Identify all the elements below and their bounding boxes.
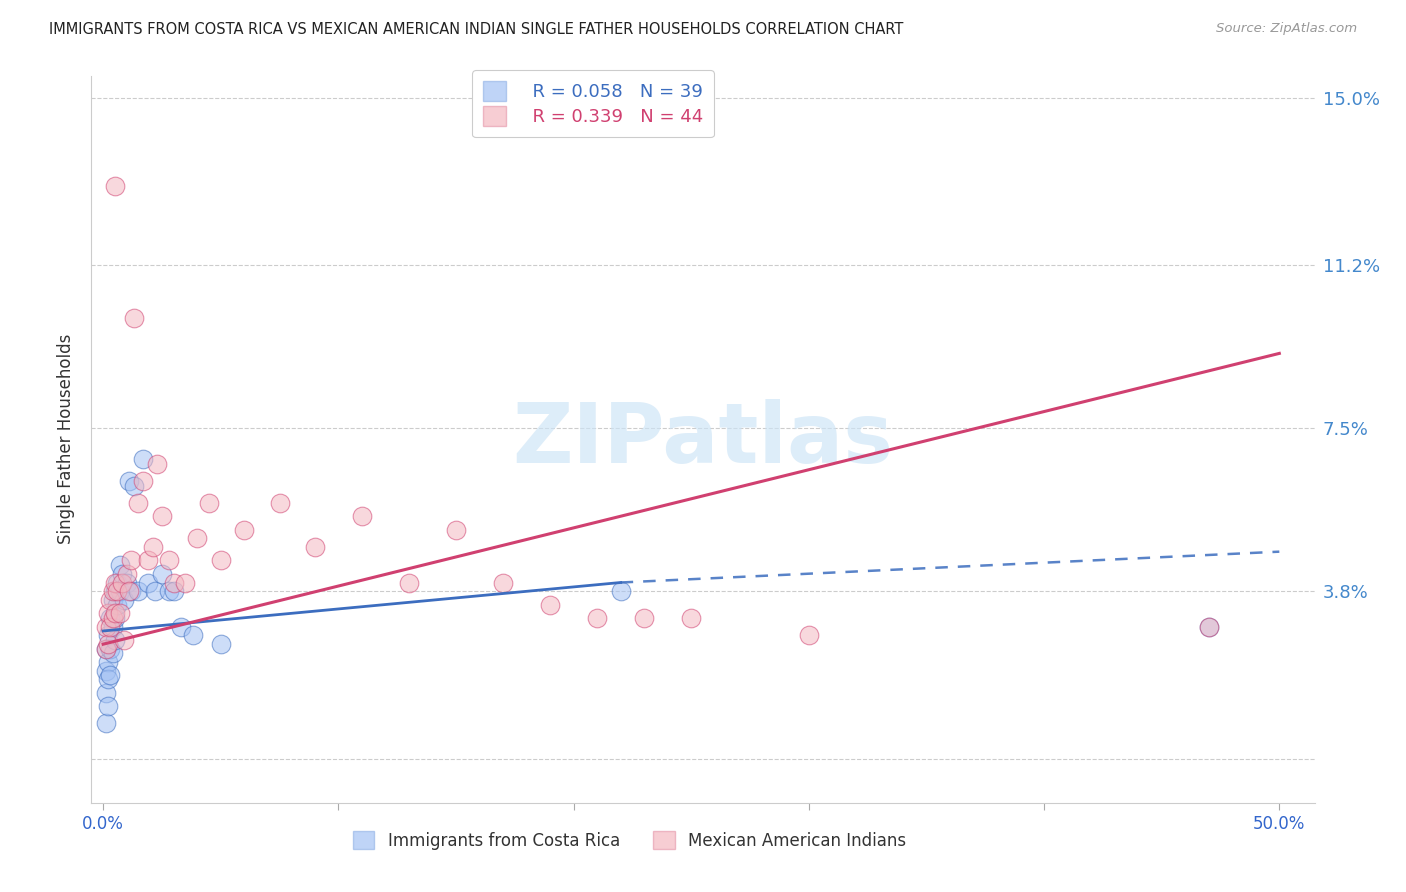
Point bbox=[104, 575, 127, 590]
Point bbox=[163, 584, 186, 599]
Point bbox=[101, 611, 124, 625]
Point bbox=[174, 575, 197, 590]
Point bbox=[104, 607, 127, 621]
Point bbox=[150, 509, 173, 524]
Point bbox=[94, 686, 117, 700]
Point bbox=[118, 584, 141, 599]
Point bbox=[150, 566, 173, 581]
Point bbox=[98, 611, 121, 625]
Point bbox=[101, 593, 124, 607]
Point bbox=[797, 628, 820, 642]
Point bbox=[108, 558, 131, 572]
Point bbox=[98, 641, 121, 656]
Point bbox=[97, 637, 120, 651]
Point bbox=[209, 637, 232, 651]
Point bbox=[94, 716, 117, 731]
Point bbox=[198, 496, 221, 510]
Point bbox=[115, 566, 138, 581]
Point bbox=[118, 474, 141, 488]
Point bbox=[163, 575, 186, 590]
Point bbox=[108, 607, 131, 621]
Point bbox=[94, 641, 117, 656]
Point bbox=[101, 584, 124, 599]
Point bbox=[1198, 619, 1220, 633]
Point bbox=[209, 553, 232, 567]
Point bbox=[136, 553, 159, 567]
Point bbox=[444, 523, 467, 537]
Point bbox=[112, 632, 135, 647]
Y-axis label: Single Father Households: Single Father Households bbox=[58, 334, 76, 544]
Point bbox=[97, 673, 120, 687]
Text: ZIPatlas: ZIPatlas bbox=[513, 399, 893, 480]
Point bbox=[157, 584, 180, 599]
Point bbox=[111, 575, 134, 590]
Point bbox=[98, 619, 121, 633]
Point bbox=[633, 611, 655, 625]
Point bbox=[94, 641, 117, 656]
Point bbox=[538, 598, 561, 612]
Point bbox=[136, 575, 159, 590]
Point bbox=[104, 632, 127, 647]
Point bbox=[1198, 619, 1220, 633]
Point bbox=[112, 593, 135, 607]
Point bbox=[101, 619, 124, 633]
Point bbox=[127, 496, 149, 510]
Point bbox=[104, 584, 127, 599]
Point bbox=[181, 628, 204, 642]
Point bbox=[111, 566, 134, 581]
Point bbox=[97, 698, 120, 713]
Point bbox=[122, 311, 145, 326]
Point bbox=[146, 457, 169, 471]
Text: IMMIGRANTS FROM COSTA RICA VS MEXICAN AMERICAN INDIAN SINGLE FATHER HOUSEHOLDS C: IMMIGRANTS FROM COSTA RICA VS MEXICAN AM… bbox=[49, 22, 904, 37]
Point bbox=[586, 611, 609, 625]
Point bbox=[97, 607, 120, 621]
Point bbox=[681, 611, 703, 625]
Point bbox=[104, 178, 127, 193]
Point bbox=[101, 646, 124, 660]
Point bbox=[98, 593, 121, 607]
Point bbox=[132, 452, 155, 467]
Point bbox=[186, 532, 208, 546]
Point bbox=[122, 478, 145, 492]
Point bbox=[157, 553, 180, 567]
Point bbox=[94, 664, 117, 678]
Point bbox=[97, 655, 120, 669]
Legend: Immigrants from Costa Rica, Mexican American Indians: Immigrants from Costa Rica, Mexican Amer… bbox=[346, 824, 912, 856]
Point bbox=[108, 584, 131, 599]
Point bbox=[94, 619, 117, 633]
Point bbox=[492, 575, 515, 590]
Point bbox=[304, 541, 326, 555]
Point bbox=[127, 584, 149, 599]
Point bbox=[132, 474, 155, 488]
Point bbox=[104, 611, 127, 625]
Point bbox=[233, 523, 256, 537]
Point bbox=[98, 668, 121, 682]
Point bbox=[269, 496, 291, 510]
Point bbox=[115, 575, 138, 590]
Point bbox=[105, 584, 128, 599]
Point bbox=[398, 575, 420, 590]
Point bbox=[143, 584, 166, 599]
Point bbox=[120, 553, 142, 567]
Point bbox=[105, 598, 128, 612]
Point bbox=[609, 584, 631, 599]
Point bbox=[97, 628, 120, 642]
Point bbox=[350, 509, 373, 524]
Point bbox=[105, 575, 128, 590]
Text: Source: ZipAtlas.com: Source: ZipAtlas.com bbox=[1216, 22, 1357, 36]
Point bbox=[170, 619, 193, 633]
Point bbox=[141, 541, 163, 555]
Point bbox=[120, 584, 142, 599]
